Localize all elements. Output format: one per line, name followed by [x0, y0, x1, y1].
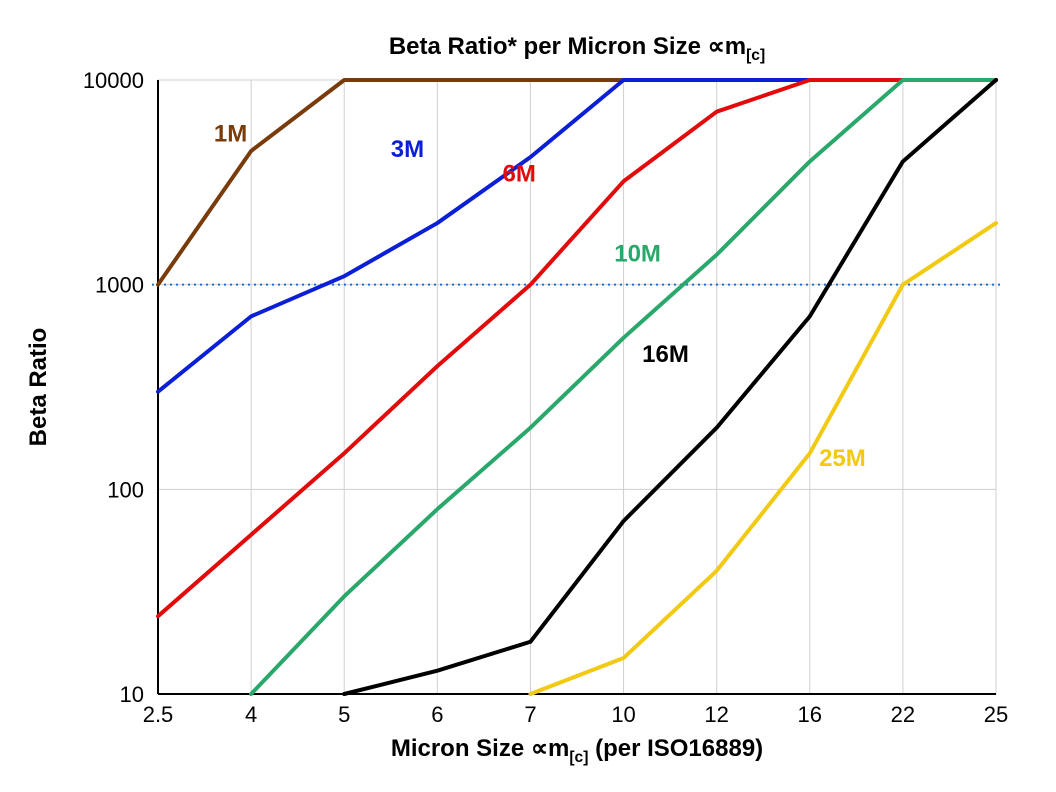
x-tick: 16	[798, 702, 822, 727]
series-label-3M: 3M	[391, 136, 424, 163]
y-tick: 10000	[83, 68, 144, 93]
y-tick: 1000	[95, 273, 144, 298]
x-tick: 12	[704, 702, 728, 727]
x-tick: 25	[984, 702, 1008, 727]
chart-svg: Beta Ratio* per Micron Size ∝m[c] 1M 3M 6M 1…	[0, 0, 1056, 792]
series-label-16M: 16M	[642, 341, 689, 368]
y-tick: 100	[107, 477, 144, 502]
x-tick: 10	[611, 702, 635, 727]
y-axis-label: Beta Ratio	[25, 328, 52, 447]
x-tick: 5	[338, 702, 350, 727]
chart-title: Beta Ratio* per Micron Size ∝m[c]	[389, 33, 765, 64]
y-tick: 10	[120, 682, 144, 707]
chart-stage: Beta Ratio* per Micron Size ∝m[c] 1M 3M 6M 1…	[0, 0, 1056, 792]
series-label-6M: 6M	[503, 160, 536, 187]
x-tick: 6	[431, 702, 443, 727]
x-tick: 22	[891, 702, 915, 727]
series-label-25M: 25M	[819, 445, 866, 472]
x-tick: 4	[245, 702, 257, 727]
series-label-1M: 1M	[214, 121, 247, 148]
x-tick: 7	[524, 702, 536, 727]
series-label-10M: 10M	[614, 240, 661, 267]
x-tick: 2.5	[143, 702, 174, 727]
